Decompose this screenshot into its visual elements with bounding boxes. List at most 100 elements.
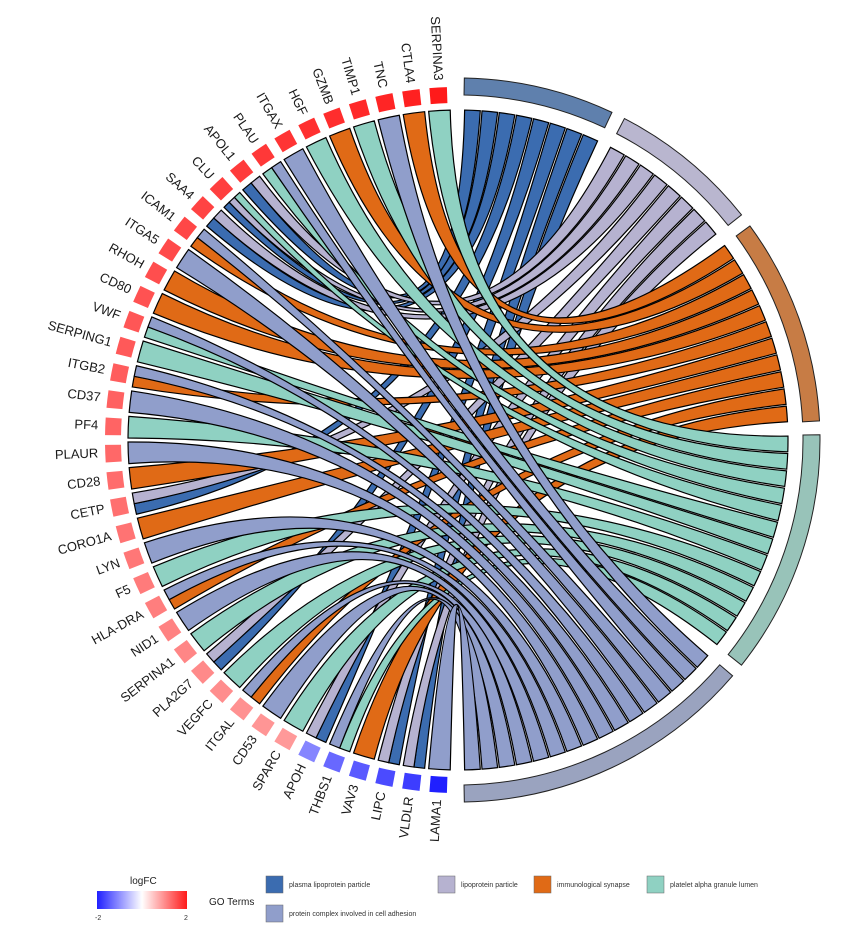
gene-label-plau: PLAU [230,110,262,147]
logfc-square-itgb2 [110,363,130,384]
term-arc-4 [463,664,734,803]
ribbon-plau-3 [262,166,786,505]
ribbon-ctla4-2 [402,111,735,324]
logfc-square-tnc [375,93,396,113]
logfc-square-sparc [274,727,298,751]
ribbon-itgal-4 [241,580,533,766]
legend-label-cell-adhesion: protein complex involved in cell adhesio… [289,911,416,918]
ribbon-timp1-3 [352,120,789,470]
logfc-square-itga5 [158,238,182,262]
gene-label-coro1a: CORO1A [56,528,113,557]
ribbon-sparc-3 [283,548,737,733]
legend-label-lipoprotein: lipoprotein particle [461,882,518,889]
logfc-square-f5 [133,571,155,595]
gene-label-rhoh: RHOH [106,240,147,272]
logfc-square-pla2g7 [190,660,215,684]
logfc-squares-layer [105,87,448,793]
ribbon-itgb2-4 [133,365,630,732]
logfc-square-thbs1 [323,751,345,773]
logfc-square-cd37 [106,390,125,410]
logfc-square-vldlr [402,772,422,791]
legend-swatch-plasma-lipoprotein [265,875,284,894]
logfc-square-vav3 [348,760,370,781]
gene-label-cd37: CD37 [67,386,102,405]
logfc-square-ctla4 [402,89,422,108]
gene-label-sparc: SPARC [249,748,284,793]
logfc-square-lipc [375,767,396,787]
ribbon-hla-dra-4 [163,540,567,758]
gene-label-cetp: CETP [69,501,106,522]
gene-label-icam1: ICAM1 [138,188,179,224]
logfc-square-saa4 [190,196,215,220]
logfc-square-serpina3 [429,87,448,105]
logfc-max-label: 2 [184,915,188,922]
legend-label-immunological-synapse: immunological synapse [557,882,630,889]
gene-label-pf4: PF4 [74,417,98,433]
ribbon-vwf-4 [147,316,644,723]
legend-label-plasma-lipoprotein: plasma lipoprotein particle [289,882,370,889]
gene-label-itgal: ITGAL [202,715,237,754]
gene-label-cd80: CD80 [97,269,133,296]
logfc-square-plaur [105,444,122,463]
ribbon-itga5-4 [175,248,658,714]
gene-label-nid1: NID1 [128,631,161,660]
logfc-square-vwf [123,310,145,333]
logfc-square-lama1 [429,775,448,793]
gene-label-clu: CLU [189,153,218,182]
gene-label-apol1: APOL1 [201,122,239,164]
logfc-legend-title: logFC [130,876,157,887]
gene-label-gzmb: GZMB [309,66,336,106]
ribbon-serpina3-3 [428,109,789,453]
gene-label-vwf: VWF [90,299,122,323]
gene-label-itgb2: ITGB2 [67,355,107,377]
gene-label-tnc: TNC [370,60,390,89]
ribbon-pla2g7-1 [205,184,682,663]
ribbon-cd37-4 [128,390,614,740]
gene-label-cd28: CD28 [66,473,101,492]
logfc-square-cd80 [133,285,155,309]
gene-label-apoh: APOH [280,761,309,801]
logfc-square-icam1 [173,216,198,241]
logfc-square-itgal [229,697,254,721]
logfc-square-plau [251,143,275,167]
legend: logFC -2 2 GO Terms plasma lipoprotein p… [95,875,758,923]
logfc-square-cetp [110,496,130,517]
gene-label-lipc: LIPC [368,790,389,821]
gene-label-ctla4: CTLA4 [398,42,418,84]
gene-label-serping1: SERPING1 [46,317,113,349]
ribbon-tnc-4 [377,114,709,669]
term-arc-0 [463,77,613,129]
logfc-square-pf4 [105,417,122,436]
ribbon-clu-3 [233,191,783,522]
gene-label-plaur: PLAUR [55,445,99,462]
gene-label-itga5: ITGA5 [122,214,162,247]
ribbon-plaur-4 [127,441,599,747]
ribbon-serpina1-3 [190,523,755,652]
gene-label-thbs1: THBS1 [306,773,335,817]
gene-label-vav3: VAV3 [338,783,361,817]
term-arc-2 [735,225,821,423]
legend-swatch-cell-adhesion [265,904,284,923]
logfc-square-nid1 [158,618,182,642]
go-terms-legend-title: GO Terms [209,897,254,908]
logfc-square-timp1 [348,99,370,120]
ribbon-lama1-4 [428,603,481,771]
ribbon-hla-dra-2 [168,371,785,610]
gene-label-lama1: LAMA1 [427,799,444,842]
gene-label-lyn: LYN [94,555,122,577]
ribbon-plau-4 [270,160,685,693]
logfc-square-cd53 [251,713,275,737]
gene-label-itgax: ITGAX [253,90,286,132]
gene-label-hgf: HGF [286,87,311,118]
term-arc-1 [615,117,743,227]
ribbon-saa4-1 [212,164,655,320]
gene-label-serpina3: SERPINA3 [428,16,447,81]
logfc-square-apoh [298,740,321,763]
gene-label-f5: F5 [113,581,133,601]
legend-swatch-platelet-granule [646,875,665,894]
logfc-square-clu [209,177,234,201]
ribbon-clu-1 [228,154,640,313]
logfc-square-coro1a [115,522,136,544]
logfc-square-apol1 [229,159,254,183]
